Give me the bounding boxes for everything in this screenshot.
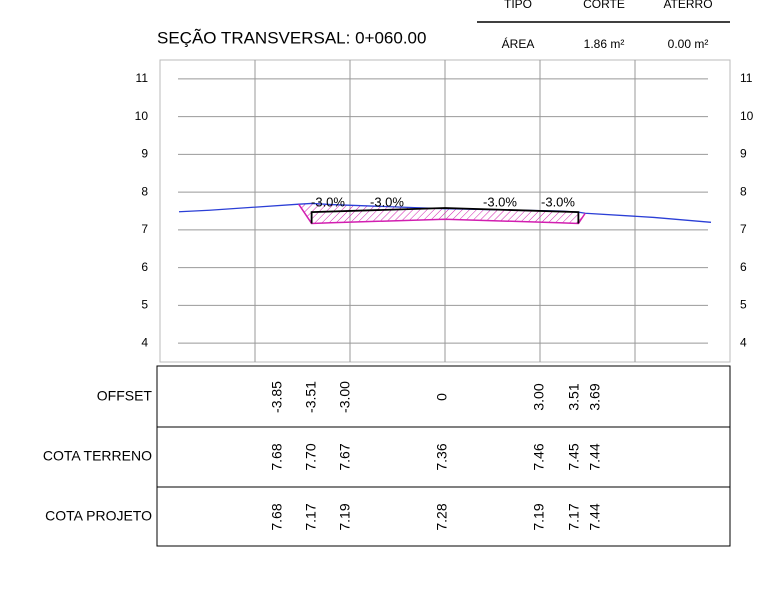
summary-header: CORTE xyxy=(583,0,625,11)
table-frame xyxy=(156,365,731,547)
cell: 3.69 xyxy=(587,383,603,410)
y-tick-label: 6 xyxy=(740,260,747,274)
pavement-line xyxy=(310,207,580,224)
cell: 7.17 xyxy=(303,503,319,530)
slope-label: -3.0% xyxy=(311,194,345,209)
y-tick-label: 4 xyxy=(740,335,747,349)
cell: 7.46 xyxy=(531,443,547,470)
summary-cell: ÁREA xyxy=(502,36,535,51)
cell: 7.44 xyxy=(587,443,603,470)
cell: 0 xyxy=(434,393,450,401)
y-tick-label: 8 xyxy=(141,184,148,198)
y-tick-label: 5 xyxy=(740,298,747,312)
y-tick-label: 4 xyxy=(141,335,148,349)
cell: 7.19 xyxy=(531,503,547,530)
cell: 7.68 xyxy=(269,503,285,530)
cell: 7.28 xyxy=(434,503,450,530)
summary-cell: 1.86 m² xyxy=(584,37,625,51)
cell: -3.00 xyxy=(337,381,353,413)
slope-label: -3.0% xyxy=(483,194,517,209)
y-tick-label: 5 xyxy=(141,298,148,312)
cell: 3.51 xyxy=(566,383,582,410)
cell: -3.85 xyxy=(269,381,285,413)
y-tick-label: 7 xyxy=(740,222,747,236)
y-tick-label: 8 xyxy=(740,184,747,198)
slope-label: -3.0% xyxy=(370,194,404,209)
y-tick-label: 11 xyxy=(136,71,149,85)
cell: 3.00 xyxy=(531,383,547,410)
summary-cell: 0.00 m² xyxy=(668,37,709,51)
y-tick-label: 6 xyxy=(141,260,148,274)
row-label: COTA PROJETO xyxy=(45,508,152,524)
title: SEÇÃO TRANSVERSAL: 0+060.00 xyxy=(157,28,426,47)
summary-header: ATERRO xyxy=(663,0,712,11)
y-tick-label: 10 xyxy=(135,109,149,123)
y-tick-label: 11 xyxy=(740,71,753,85)
y-tick-label: 9 xyxy=(141,147,148,161)
y-tick-label: 7 xyxy=(141,222,148,236)
cell: 7.19 xyxy=(337,503,353,530)
cell: 7.36 xyxy=(434,443,450,470)
cell: 7.70 xyxy=(303,443,319,470)
cell: 7.67 xyxy=(337,443,353,470)
cut-area xyxy=(298,203,586,224)
y-tick-label: 9 xyxy=(740,147,747,161)
cell: 7.68 xyxy=(269,443,285,470)
row-label: OFFSET xyxy=(97,388,153,404)
cell: 7.45 xyxy=(566,443,582,470)
y-tick-label: 10 xyxy=(740,109,754,123)
cell: 7.44 xyxy=(587,503,603,530)
cell: 7.17 xyxy=(566,503,582,530)
summary-header: TIPO xyxy=(504,0,532,11)
slope-label: -3.0% xyxy=(541,194,575,209)
cell: -3.51 xyxy=(303,381,319,413)
row-label: COTA TERRENO xyxy=(43,448,152,464)
